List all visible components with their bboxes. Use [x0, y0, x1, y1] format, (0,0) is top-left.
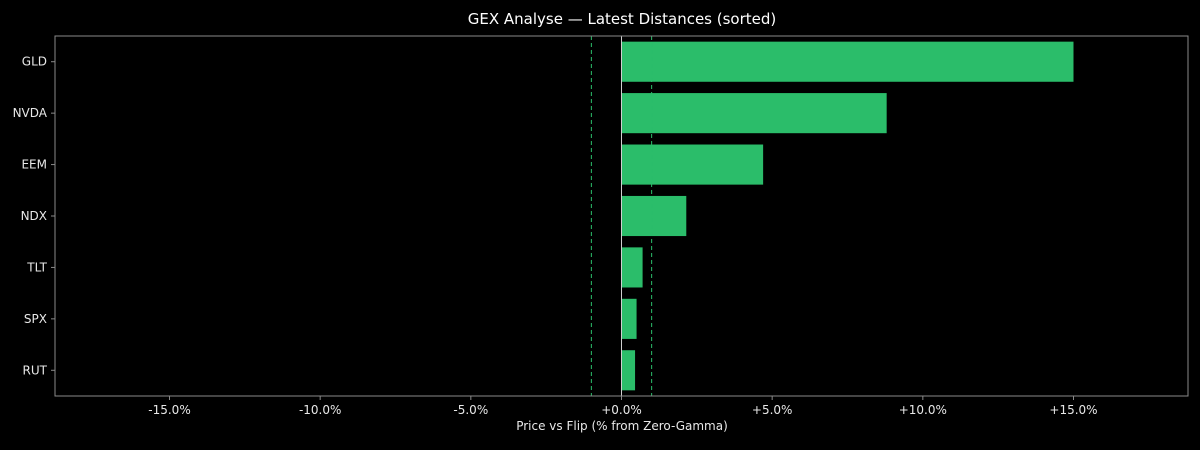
- x-tick-label-3: +0.0%: [601, 403, 642, 417]
- x-tick-label-1: -10.0%: [299, 403, 341, 417]
- y-tick-label-rut: RUT: [23, 363, 48, 377]
- chart-title: GEX Analyse — Latest Distances (sorted): [468, 10, 777, 28]
- bar-eem: [621, 144, 764, 185]
- y-tick-label-eem: EEM: [21, 158, 47, 172]
- plot-area: GLD NVDA EEM NDX TLT SPX RUT -15.0% -10.0% -5.0% +…: [13, 35, 1189, 417]
- bar-ndx: [621, 195, 687, 237]
- y-tick-label-tlt: TLT: [26, 260, 47, 274]
- bar-nvda: [621, 93, 887, 134]
- x-axis-label: Price vs Flip (% from Zero-Gamma): [516, 419, 728, 433]
- x-tick-label-5: +10.0%: [899, 403, 947, 417]
- y-tick-label-ndx: NDX: [21, 209, 47, 223]
- y-tick-label-spx: SPX: [24, 312, 47, 326]
- y-tick-label-nvda: NVDA: [13, 106, 48, 120]
- x-tick-label-6: +15.0%: [1049, 403, 1097, 417]
- bar-gld: [621, 41, 1074, 82]
- x-tick-label-2: -5.0%: [453, 403, 488, 417]
- bar-tlt: [621, 247, 643, 288]
- bar-rut: [621, 350, 636, 391]
- x-tick-label-4: +5.0%: [752, 403, 793, 417]
- bar-spx: [621, 298, 637, 339]
- y-tick-label-gld: GLD: [22, 55, 47, 69]
- x-tick-label-0: -15.0%: [148, 403, 190, 417]
